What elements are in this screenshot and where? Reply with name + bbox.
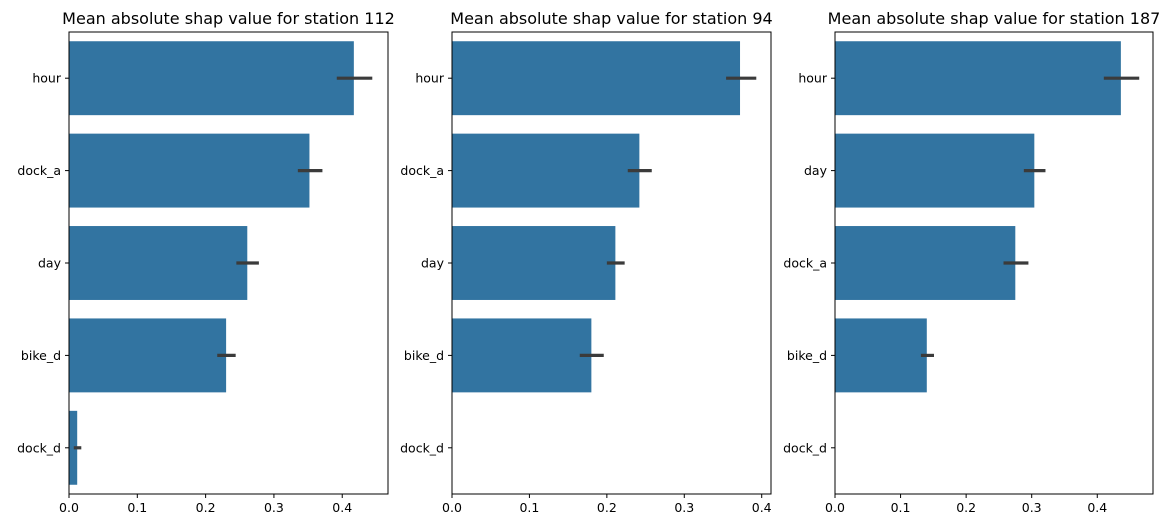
y-tick-label: dock_d [17,440,61,455]
y-tick-label: bike_d [21,348,61,363]
y-tick-label: dock_d [400,440,444,455]
y-tick-label: hour [798,71,827,86]
y-tick-label: bike_d [404,348,444,363]
bar [452,41,741,116]
bar [69,318,227,393]
y-tick-label: day [804,163,828,178]
x-tick-label: 0.1 [127,500,147,515]
chart-title: Mean absolute shap value for station 112 [62,9,395,28]
x-tick-label: 0.2 [956,500,976,515]
x-tick-label: 0.3 [264,500,284,515]
x-tick-label: 0.4 [332,500,352,515]
chart-title: Mean absolute shap value for station 94 [450,9,772,28]
x-tick-label: 0.3 [674,500,694,515]
y-tick-label: dock_d [783,440,827,455]
y-tick-label: day [421,256,445,271]
subplot-3: hour day dock_a bike_d dock_d 0.0 0.1 0.2 0.3 0.4… [783,9,1160,515]
x-tick-label: 0.4 [1087,500,1107,515]
y-tick-label: hour [415,71,444,86]
bar [69,41,354,116]
bar [835,133,1035,208]
bar [69,133,310,208]
x-tick-label: 0.2 [196,500,216,515]
bar [835,318,927,393]
y-tick-label: dock_a [400,163,444,178]
y-tick-label: dock_a [783,256,827,271]
bar [69,226,248,300]
x-tick-label: 0.1 [891,500,911,515]
x-tick-label: 0.2 [597,500,617,515]
x-tick-label: 0.0 [442,500,462,515]
bar [452,318,592,393]
x-tick-label: 0.0 [825,500,845,515]
bar [452,133,640,208]
x-tick-label: 0.1 [519,500,539,515]
y-tick-label: hour [32,71,61,86]
y-tick-label: dock_a [17,163,61,178]
bar [835,41,1121,116]
x-tick-label: 0.0 [59,500,79,515]
y-tick-label: bike_d [787,348,827,363]
bar [835,226,1016,300]
x-tick-label: 0.4 [752,500,772,515]
y-tick-label: day [38,256,62,271]
chart-title: Mean absolute shap value for station 187 [828,9,1161,28]
x-tick-label: 0.3 [1022,500,1042,515]
bar [69,410,78,485]
bar [452,226,616,300]
